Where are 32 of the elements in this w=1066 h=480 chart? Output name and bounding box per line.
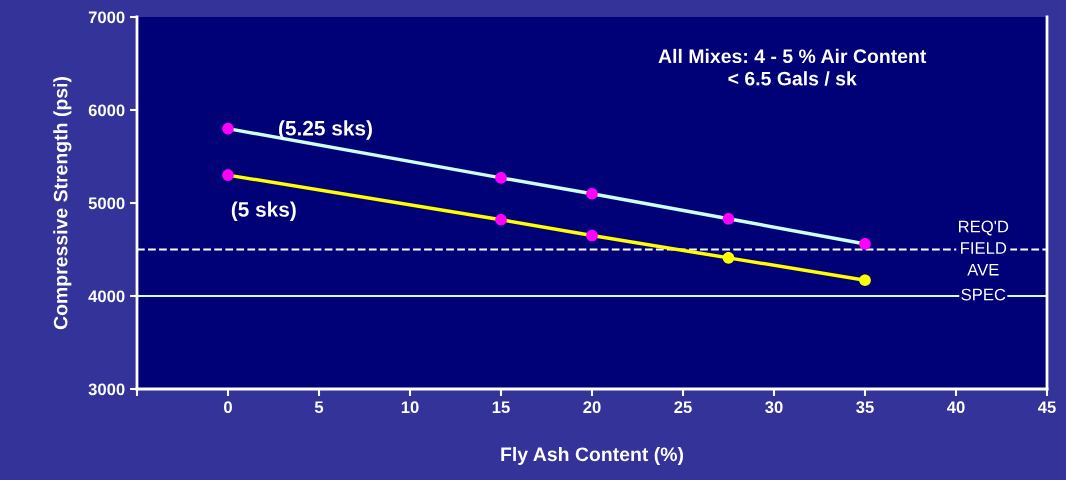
series-label: (5 sks): [231, 201, 296, 221]
x-tick-label: 15: [492, 401, 510, 414]
ref-line-label: REQ'D FIELD AVE: [959, 220, 1009, 276]
point: [222, 169, 234, 181]
point: [722, 213, 735, 225]
y-tick-label: 6000: [88, 104, 125, 117]
point: [859, 238, 871, 250]
point: [586, 229, 598, 242]
x-tick-label: 10: [401, 401, 419, 414]
x-axis-title: Fly Ash Content (%): [501, 446, 684, 466]
point: [495, 213, 507, 226]
y-tick-label: 7000: [88, 11, 125, 24]
x-tick-label: 20: [583, 401, 601, 414]
x-tick-label: 35: [856, 401, 874, 414]
y-tick-label: 3000: [88, 383, 125, 396]
y-tick-label: 4000: [88, 290, 125, 303]
x-tick-label: 40: [946, 401, 965, 414]
y-tick-label: 5000: [88, 197, 125, 210]
x-tick-label: 45: [1037, 401, 1056, 414]
y-axis-title: Compressive Strength (psi): [53, 77, 72, 330]
x-tick-label: 0: [224, 401, 232, 414]
point: [495, 172, 507, 184]
x-tick-label: 5: [314, 401, 324, 414]
point: [722, 252, 735, 264]
point: [586, 187, 598, 200]
series-label: (5.25 sks): [279, 120, 372, 140]
x-tick-label: 25: [674, 401, 692, 414]
point: [222, 122, 234, 135]
annotation: All Mixes: 4 - 5 % Air Content < 6.5 Gals / sk: [658, 48, 927, 86]
point: [859, 274, 871, 286]
ref-line-label: SPEC: [961, 288, 1006, 301]
x-tick-label: 30: [765, 401, 783, 414]
